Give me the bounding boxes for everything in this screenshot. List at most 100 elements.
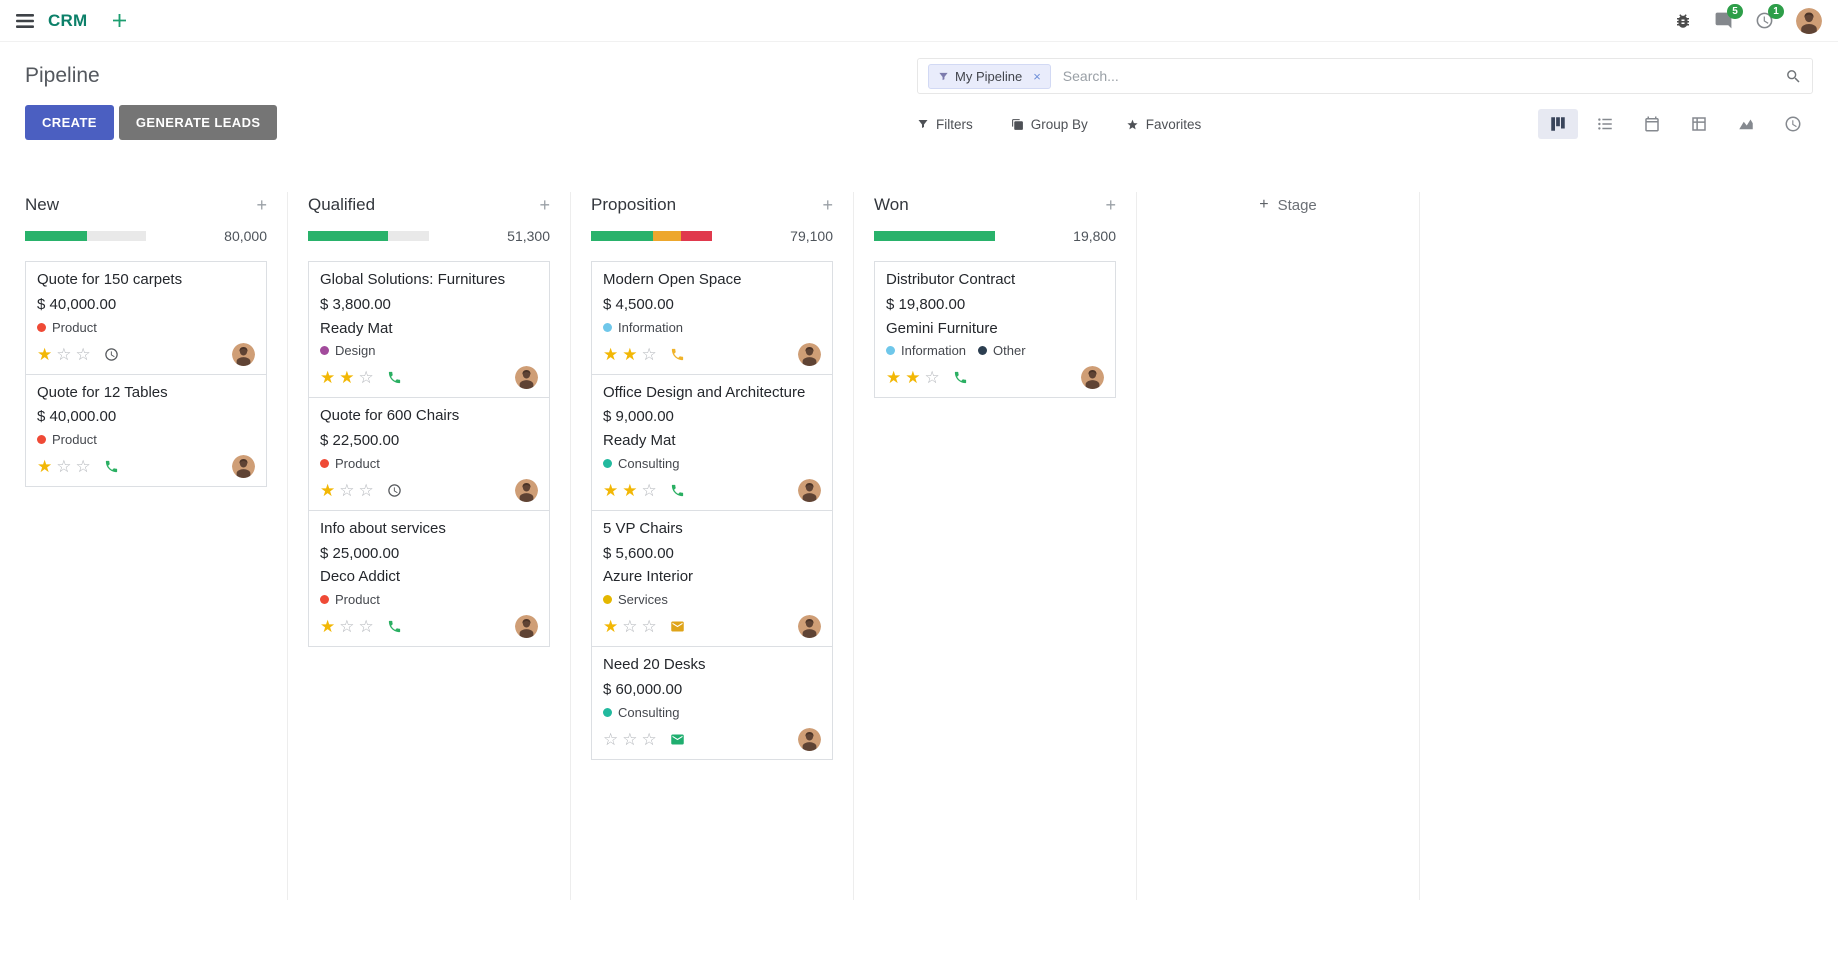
- facet-remove-icon[interactable]: ×: [1033, 68, 1041, 84]
- pivot-view-icon[interactable]: [1679, 109, 1719, 139]
- star-icon[interactable]: [642, 618, 657, 635]
- debug-bug-icon[interactable]: [1674, 12, 1692, 30]
- priority-stars[interactable]: [320, 482, 374, 499]
- star-icon[interactable]: [642, 346, 657, 363]
- avatar[interactable]: [798, 479, 821, 502]
- star-icon[interactable]: [76, 346, 91, 363]
- envelope-icon[interactable]: [670, 619, 685, 634]
- star-icon[interactable]: [320, 369, 335, 386]
- star-icon[interactable]: [56, 346, 71, 363]
- star-icon[interactable]: [339, 482, 354, 499]
- card-title[interactable]: 5 VP Chairs: [603, 519, 683, 537]
- column-progressbar[interactable]: [591, 231, 712, 241]
- kanban-card[interactable]: Info about services $ 25,000.00 Deco Add…: [308, 509, 550, 647]
- star-icon[interactable]: [359, 482, 374, 499]
- star-icon[interactable]: [603, 482, 618, 499]
- card-title[interactable]: Need 20 Desks: [603, 656, 706, 673]
- clock-icon[interactable]: [387, 483, 402, 498]
- kanban-card[interactable]: Quote for 12 Tables $ 40,000.00 Product: [25, 373, 267, 487]
- avatar[interactable]: [232, 343, 255, 366]
- star-icon[interactable]: [359, 618, 374, 635]
- card-title[interactable]: Modern Open Space: [603, 271, 742, 288]
- progress-segment[interactable]: [874, 231, 995, 241]
- priority-stars[interactable]: [886, 369, 940, 386]
- star-icon[interactable]: [37, 458, 52, 475]
- phone-icon[interactable]: [387, 370, 402, 385]
- column-add-icon[interactable]: +: [1105, 195, 1116, 215]
- star-icon[interactable]: [603, 731, 618, 748]
- star-icon[interactable]: [886, 369, 901, 386]
- search-icon[interactable]: [1785, 68, 1802, 85]
- filters-menu[interactable]: Filters: [917, 117, 973, 132]
- phone-icon[interactable]: [104, 459, 119, 474]
- star-icon[interactable]: [622, 346, 637, 363]
- priority-stars[interactable]: [320, 618, 374, 635]
- avatar[interactable]: [798, 728, 821, 751]
- avatar[interactable]: [798, 343, 821, 366]
- column-add-icon[interactable]: +: [256, 195, 267, 215]
- avatar[interactable]: [232, 455, 255, 478]
- column-add-icon[interactable]: +: [822, 195, 833, 215]
- phone-icon[interactable]: [953, 370, 968, 385]
- priority-stars[interactable]: [37, 458, 91, 475]
- priority-stars[interactable]: [603, 482, 657, 499]
- favorites-menu[interactable]: Favorites: [1126, 117, 1201, 132]
- user-avatar[interactable]: [1796, 8, 1822, 34]
- card-title[interactable]: Quote for 12 Tables: [37, 383, 168, 401]
- activities-clock-icon[interactable]: 1: [1755, 4, 1784, 30]
- column-progressbar[interactable]: [308, 231, 429, 241]
- star-icon[interactable]: [603, 618, 618, 635]
- messages-icon[interactable]: 5: [1714, 4, 1743, 30]
- avatar[interactable]: [1081, 366, 1104, 389]
- card-title[interactable]: Quote for 150 carpets: [37, 271, 183, 288]
- kanban-card[interactable]: Need 20 Desks $ 60,000.00 Consulting: [591, 646, 833, 760]
- progress-segment[interactable]: [652, 231, 681, 241]
- graph-view-icon[interactable]: [1726, 109, 1766, 139]
- priority-stars[interactable]: [603, 346, 657, 363]
- priority-stars[interactable]: [603, 618, 657, 635]
- kanban-view-icon[interactable]: [1538, 109, 1578, 139]
- calendar-view-icon[interactable]: [1632, 109, 1672, 139]
- column-progressbar[interactable]: [874, 231, 995, 241]
- star-icon[interactable]: [320, 482, 335, 499]
- star-icon[interactable]: [603, 346, 618, 363]
- card-title[interactable]: Quote for 600 Chairs: [320, 407, 460, 425]
- phone-icon[interactable]: [387, 619, 402, 634]
- card-title[interactable]: Office Design and Architecture: [603, 383, 806, 401]
- star-icon[interactable]: [56, 458, 71, 475]
- kanban-card[interactable]: Modern Open Space $ 4,500.00 Information: [591, 261, 833, 375]
- search-input[interactable]: [1060, 67, 1775, 85]
- star-icon[interactable]: [642, 482, 657, 499]
- phone-icon[interactable]: [670, 347, 685, 362]
- star-icon[interactable]: [339, 618, 354, 635]
- star-icon[interactable]: [320, 618, 335, 635]
- star-icon[interactable]: [339, 369, 354, 386]
- priority-stars[interactable]: [603, 731, 657, 748]
- activity-view-icon[interactable]: [1773, 109, 1813, 139]
- create-button[interactable]: CREATE: [25, 105, 114, 140]
- group-by-menu[interactable]: Group By: [1011, 117, 1088, 132]
- star-icon[interactable]: [622, 731, 637, 748]
- apps-menu-icon[interactable]: [16, 14, 34, 28]
- star-icon[interactable]: [622, 618, 637, 635]
- card-title[interactable]: Distributor Contract: [886, 271, 1016, 288]
- list-view-icon[interactable]: [1585, 109, 1625, 139]
- progress-segment[interactable]: [25, 231, 87, 241]
- add-stage-button[interactable]: + Stage: [1259, 196, 1317, 214]
- progress-segment[interactable]: [680, 231, 712, 241]
- kanban-card[interactable]: Quote for 150 carpets $ 40,000.00 Produc…: [25, 261, 267, 375]
- priority-stars[interactable]: [37, 346, 91, 363]
- envelope-icon[interactable]: [670, 732, 685, 747]
- kanban-card[interactable]: Global Solutions: Furnitures $ 3,800.00 …: [308, 261, 550, 399]
- generate-leads-button[interactable]: GENERATE LEADS: [118, 105, 278, 140]
- avatar[interactable]: [515, 615, 538, 638]
- star-icon[interactable]: [622, 482, 637, 499]
- avatar[interactable]: [798, 615, 821, 638]
- star-icon[interactable]: [905, 369, 920, 386]
- progress-segment[interactable]: [591, 231, 653, 241]
- phone-icon[interactable]: [670, 483, 685, 498]
- column-progressbar[interactable]: [25, 231, 146, 241]
- kanban-card[interactable]: Distributor Contract $ 19,800.00 Gemini …: [874, 261, 1116, 399]
- star-icon[interactable]: [37, 346, 52, 363]
- clock-icon[interactable]: [104, 347, 119, 362]
